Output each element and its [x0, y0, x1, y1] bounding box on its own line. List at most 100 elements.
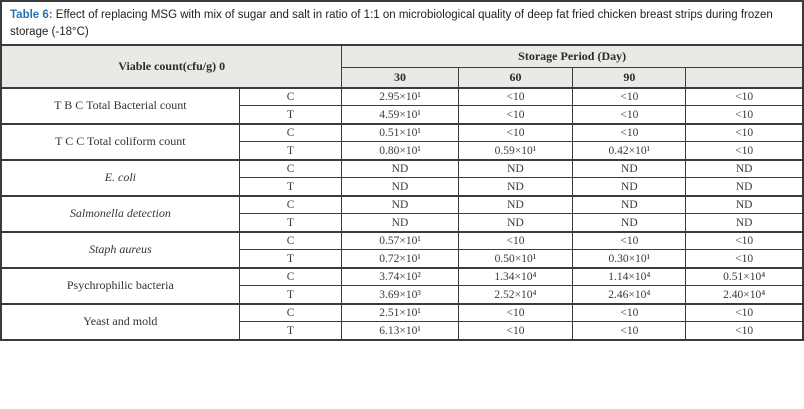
value-cell: 2.46×10⁴: [572, 285, 687, 305]
table-row: Psychrophilic bacteria C 3.74×10² 1.34×1…: [0, 266, 804, 305]
value-cell: <10: [572, 302, 687, 323]
value-cell: <10: [457, 122, 574, 143]
treatment-cell: T: [238, 177, 343, 197]
value-cell: ND: [572, 213, 687, 233]
treatment-cell: C: [238, 122, 343, 143]
table-row: T 0.80×10¹ 0.59×10¹ 0.42×10¹ <10: [1, 141, 804, 161]
table-row: Salmonella detection C ND ND ND ND: [0, 194, 804, 233]
value-cell: <10: [685, 230, 804, 251]
value-cell: <10: [572, 105, 687, 125]
value-cell: 0.72×10¹: [341, 249, 459, 269]
value-cell: 0.51×10¹: [341, 122, 459, 143]
value-cell: ND: [341, 158, 459, 179]
value-cell: 2.51×10¹: [341, 302, 459, 323]
treatment-cell: T: [238, 213, 343, 233]
value-cell: ND: [457, 194, 574, 215]
storage-period-header: Storage Period (Day): [341, 44, 804, 68]
value-cell: 0.50×10¹: [457, 249, 574, 269]
table-row: T B C Total Bacterial count C 2.95×10¹ <…: [0, 86, 804, 125]
table-header: Viable count(cfu/g) 0 Storage Period (Da…: [0, 44, 804, 89]
header-row-storage: Viable count(cfu/g) 0 Storage Period (Da…: [0, 44, 804, 89]
value-cell: 0.30×10¹: [572, 249, 687, 269]
organism-label-tbc: T B C Total Bacterial count: [0, 86, 240, 125]
value-cell: 0.80×10¹: [341, 141, 459, 161]
value-cell: 0.57×10¹: [341, 230, 459, 251]
value-cell: <10: [685, 105, 804, 125]
treatment-cell: C: [238, 86, 343, 107]
value-cell: ND: [685, 213, 804, 233]
value-cell: 2.40×10⁴: [685, 285, 804, 305]
table-row: Staph aureus C 0.57×10¹ <10 <10 <10: [0, 230, 804, 269]
table-row: T ND ND ND ND: [1, 213, 804, 233]
value-cell: <10: [572, 230, 687, 251]
header-row-days: 30 60 90: [1, 66, 804, 89]
value-cell: ND: [685, 158, 804, 179]
value-cell: <10: [572, 86, 687, 107]
value-cell: ND: [457, 158, 574, 179]
organism-label-yeast-mold: Yeast and mold: [0, 302, 240, 341]
table-row: Yeast and mold C 2.51×10¹ <10 <10 <10: [0, 302, 804, 341]
table-row: E. coli C ND ND ND ND: [0, 158, 804, 197]
treatment-cell: C: [238, 230, 343, 251]
value-cell: 4.59×10¹: [341, 105, 459, 125]
value-cell: ND: [685, 177, 804, 197]
value-cell: 1.34×10⁴: [457, 266, 574, 287]
value-cell: <10: [457, 86, 574, 107]
value-cell: ND: [457, 177, 574, 197]
value-cell: ND: [457, 213, 574, 233]
value-cell: 1.14×10⁴: [572, 266, 687, 287]
value-cell: ND: [341, 177, 459, 197]
treatment-cell: C: [238, 302, 343, 323]
value-cell: ND: [572, 177, 687, 197]
treatment-cell: C: [238, 266, 343, 287]
value-cell: ND: [341, 194, 459, 215]
table-caption-text: Effect of replacing MSG with mix of suga…: [10, 9, 773, 38]
value-cell: 0.42×10¹: [572, 141, 687, 161]
value-cell: 3.74×10²: [341, 266, 459, 287]
treatment-cell: T: [238, 249, 343, 269]
table-caption-number: Table 6:: [10, 9, 53, 21]
treatment-cell: T: [238, 321, 343, 341]
table-row: T 0.72×10¹ 0.50×10¹ 0.30×10¹ <10: [1, 249, 804, 269]
value-cell: 0.51×10⁴: [685, 266, 804, 287]
value-cell: ND: [572, 194, 687, 215]
paper-table-figure: Table 6: Effect of replacing MSG with mi…: [0, 0, 804, 341]
viable-count-header: Viable count(cfu/g) 0: [0, 44, 343, 89]
value-cell: 2.52×10⁴: [457, 285, 574, 305]
value-cell: 6.13×10¹: [341, 321, 459, 341]
table-caption: Table 6: Effect of replacing MSG with mi…: [0, 0, 804, 45]
value-cell: <10: [457, 230, 574, 251]
value-cell: <10: [572, 122, 687, 143]
value-cell: <10: [685, 86, 804, 107]
table-row: T 6.13×10¹ <10 <10 <10: [1, 321, 804, 341]
value-cell: <10: [685, 321, 804, 341]
value-cell: ND: [572, 158, 687, 179]
value-cell: <10: [572, 321, 687, 341]
table-row: T 4.59×10¹ <10 <10 <10: [1, 105, 804, 125]
organism-label-salmonella: Salmonella detection: [0, 194, 240, 233]
day-header-90: 90: [572, 66, 687, 89]
value-cell: 3.69×10³: [341, 285, 459, 305]
organism-label-tcc: T C C Total coliform count: [0, 122, 240, 161]
treatment-cell: T: [238, 141, 343, 161]
day-header-30: 30: [341, 66, 459, 89]
treatment-cell: C: [238, 194, 343, 215]
treatment-cell: T: [238, 285, 343, 305]
value-cell: <10: [457, 302, 574, 323]
day-header-60: 60: [457, 66, 574, 89]
organism-label-psychrophilic: Psychrophilic bacteria: [0, 266, 240, 305]
treatment-cell: C: [238, 158, 343, 179]
organism-label-ecoli: E. coli: [0, 158, 240, 197]
table-row: T ND ND ND ND: [1, 177, 804, 197]
value-cell: <10: [685, 122, 804, 143]
value-cell: 2.95×10¹: [341, 86, 459, 107]
value-cell: ND: [685, 194, 804, 215]
treatment-cell: T: [238, 105, 343, 125]
table-row: T C C Total coliform count C 0.51×10¹ <1…: [0, 122, 804, 161]
value-cell: ND: [341, 213, 459, 233]
value-cell: <10: [685, 141, 804, 161]
value-cell: <10: [457, 321, 574, 341]
day-header-blank: [685, 66, 804, 89]
microbiological-quality-table: Viable count(cfu/g) 0 Storage Period (Da…: [0, 44, 804, 341]
table-body: T B C Total Bacterial count C 2.95×10¹ <…: [0, 86, 804, 341]
